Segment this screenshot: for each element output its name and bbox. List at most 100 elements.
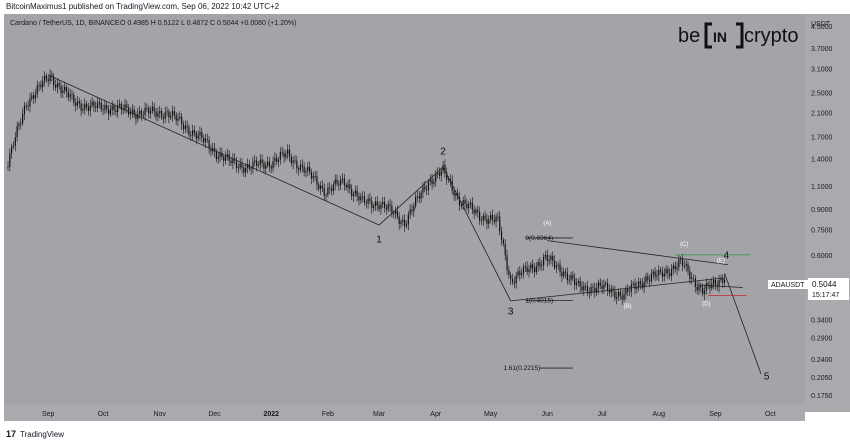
candle-body xyxy=(89,105,91,111)
candle-body xyxy=(530,264,532,270)
candle-body xyxy=(292,160,294,164)
candle-body xyxy=(427,181,430,191)
candle-body xyxy=(276,157,278,162)
candle-body xyxy=(681,258,684,267)
candle-body xyxy=(402,219,404,222)
candle-body xyxy=(71,94,73,96)
candle-body xyxy=(31,95,33,99)
candle-body xyxy=(16,126,18,138)
candle-body xyxy=(513,282,515,284)
candle-body xyxy=(491,215,494,220)
candle-body xyxy=(643,282,645,288)
candle-body xyxy=(692,277,695,279)
y-tick-label: 0.7500 xyxy=(811,228,833,235)
candle-body xyxy=(208,139,210,149)
candle-body xyxy=(577,281,579,283)
candle-body xyxy=(436,172,439,174)
candle-body xyxy=(389,204,391,206)
candle-body xyxy=(473,209,475,214)
x-tick-label: Jun xyxy=(542,411,553,418)
candle-body xyxy=(358,196,360,201)
y-tick-label: 0.1750 xyxy=(811,393,833,400)
candle-body xyxy=(91,101,93,106)
candle-body xyxy=(672,265,674,270)
candle-body xyxy=(610,288,612,293)
candle-body xyxy=(405,224,408,227)
candle-body xyxy=(69,94,71,98)
candle-body xyxy=(678,259,680,268)
wave-label: 2 xyxy=(440,147,446,158)
candle-body xyxy=(475,209,477,214)
candle-body xyxy=(224,155,227,161)
candle-body xyxy=(707,283,709,285)
candle-body xyxy=(453,190,455,196)
candle-body xyxy=(84,103,86,110)
candle-body xyxy=(526,266,528,272)
candle-body xyxy=(614,291,616,299)
candle-body xyxy=(287,149,289,154)
candle-body xyxy=(588,292,590,294)
candle-body xyxy=(239,163,241,168)
candle-body xyxy=(76,101,79,106)
candle-body xyxy=(654,271,656,277)
candle-body xyxy=(36,85,38,95)
candle-body xyxy=(215,151,217,159)
candle-body xyxy=(592,286,594,289)
candle-body xyxy=(213,147,216,152)
candle-body xyxy=(254,160,256,162)
candle-body xyxy=(65,86,68,93)
candle-body xyxy=(696,286,698,291)
candle-body xyxy=(118,103,121,106)
candle-body xyxy=(515,275,517,284)
candle-body xyxy=(519,271,521,276)
candle-body xyxy=(524,266,526,268)
candle-body xyxy=(139,110,141,114)
candle-body xyxy=(466,203,468,209)
wave-label: (B) xyxy=(624,304,632,310)
candle-body xyxy=(561,272,563,277)
y-tick-label: 0.3400 xyxy=(811,317,833,324)
x-tick-label: May xyxy=(484,411,498,418)
candle-body xyxy=(495,216,497,222)
candle-body xyxy=(290,156,292,164)
candle-body xyxy=(422,186,424,193)
candle-body xyxy=(268,161,271,167)
candle-body xyxy=(301,164,303,167)
candle-body xyxy=(482,215,484,221)
x-tick-label: Oct xyxy=(98,411,109,418)
candle-body xyxy=(316,176,318,185)
candle-body xyxy=(78,101,80,104)
candle-body xyxy=(58,83,60,87)
candle-body xyxy=(142,114,144,116)
candle-body xyxy=(564,271,567,273)
y-unit: USDT xyxy=(811,21,831,28)
candle-body xyxy=(95,106,97,108)
candle-body xyxy=(393,213,395,215)
candle-body xyxy=(570,275,572,280)
candle-body xyxy=(387,204,389,210)
candle-body xyxy=(628,291,631,293)
tradingview-brand[interactable]: 17 TradingView xyxy=(6,429,64,439)
candle-body xyxy=(705,283,707,291)
candle-body xyxy=(314,176,316,177)
chart-plot-area[interactable] xyxy=(4,14,809,412)
candle-body xyxy=(153,106,155,112)
candle-body xyxy=(553,260,556,268)
candle-body xyxy=(188,127,190,136)
candle-body xyxy=(29,98,31,107)
last-price-tag[interactable]: ADAUSDT 0.5044 15:17:47 xyxy=(768,278,849,300)
candle-body xyxy=(542,256,545,266)
price-axis[interactable] xyxy=(805,14,850,412)
candle-body xyxy=(321,185,324,188)
candle-body xyxy=(250,168,252,170)
candle-body xyxy=(669,273,671,276)
candle-body xyxy=(283,152,285,158)
candle-body xyxy=(223,156,225,161)
candle-body xyxy=(532,264,534,269)
candle-body xyxy=(47,79,49,82)
time-axis[interactable] xyxy=(4,405,805,421)
candle-body xyxy=(345,184,347,188)
candle-body xyxy=(537,262,539,267)
candle-body xyxy=(131,109,133,113)
